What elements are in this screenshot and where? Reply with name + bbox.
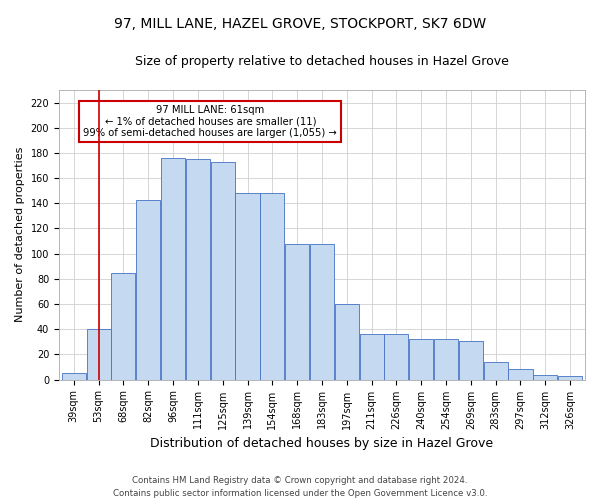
- Bar: [533, 374, 557, 380]
- Bar: [112, 272, 136, 380]
- Bar: [335, 304, 359, 380]
- Bar: [434, 340, 458, 380]
- Bar: [409, 340, 433, 380]
- Bar: [235, 193, 260, 380]
- Y-axis label: Number of detached properties: Number of detached properties: [15, 147, 25, 322]
- Text: 97 MILL LANE: 61sqm
← 1% of detached houses are smaller (11)
99% of semi-detache: 97 MILL LANE: 61sqm ← 1% of detached hou…: [83, 105, 337, 138]
- Bar: [260, 193, 284, 380]
- Bar: [508, 370, 533, 380]
- Text: 97, MILL LANE, HAZEL GROVE, STOCKPORT, SK7 6DW: 97, MILL LANE, HAZEL GROVE, STOCKPORT, S…: [114, 18, 486, 32]
- Bar: [285, 244, 309, 380]
- Bar: [459, 340, 483, 380]
- Bar: [310, 244, 334, 380]
- Bar: [484, 362, 508, 380]
- Bar: [558, 376, 582, 380]
- Bar: [62, 374, 86, 380]
- Bar: [359, 334, 383, 380]
- Bar: [136, 200, 160, 380]
- X-axis label: Distribution of detached houses by size in Hazel Grove: Distribution of detached houses by size …: [151, 437, 494, 450]
- Bar: [385, 334, 409, 380]
- Bar: [161, 158, 185, 380]
- Title: Size of property relative to detached houses in Hazel Grove: Size of property relative to detached ho…: [135, 55, 509, 68]
- Bar: [186, 159, 210, 380]
- Bar: [86, 329, 110, 380]
- Bar: [211, 162, 235, 380]
- Text: Contains HM Land Registry data © Crown copyright and database right 2024.
Contai: Contains HM Land Registry data © Crown c…: [113, 476, 487, 498]
